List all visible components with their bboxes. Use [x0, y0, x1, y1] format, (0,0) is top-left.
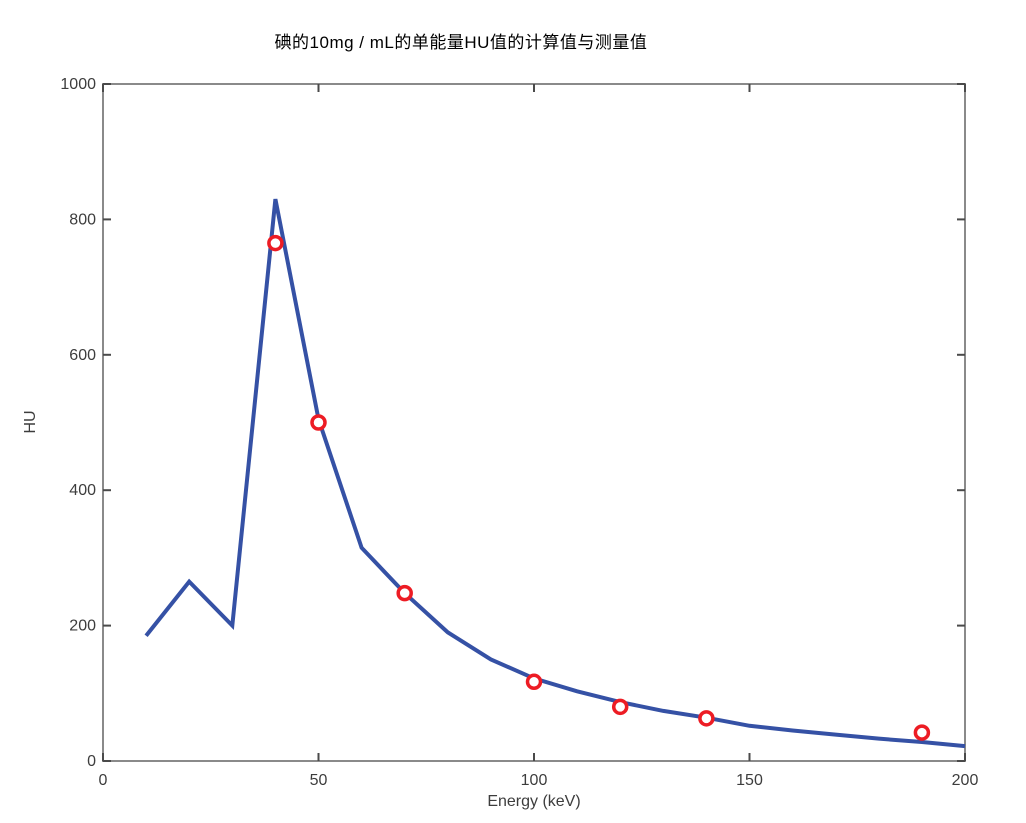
x-tick-label: 100 — [521, 772, 548, 789]
y-tick-label: 600 — [69, 347, 96, 364]
y-tick-label: 400 — [69, 482, 96, 499]
x-tick-label: 200 — [952, 772, 979, 789]
measured-point — [396, 584, 413, 602]
measured-point — [611, 698, 629, 716]
measured-point — [310, 414, 327, 431]
measured-point — [525, 673, 543, 691]
plot-box — [102, 83, 966, 762]
y-tick-label: 0 — [87, 753, 96, 770]
measured-point — [913, 724, 931, 741]
y-tick-label: 800 — [69, 211, 96, 228]
chart-title: 碘的10mg / mL的单能量HU值的计算值与测量值 — [274, 33, 648, 52]
y-axis-label: HU — [22, 410, 39, 434]
measured-point — [267, 234, 284, 252]
y-tick-label: 200 — [69, 618, 96, 635]
calculated-line — [144, 198, 966, 749]
x-axis-label: Energy (keV) — [487, 793, 581, 810]
x-tick-label: 150 — [736, 772, 763, 789]
x-tick-label: 50 — [310, 772, 328, 789]
x-tick-label: 0 — [99, 772, 108, 789]
measured-point — [698, 710, 715, 727]
y-tick-label: 1000 — [60, 76, 96, 93]
